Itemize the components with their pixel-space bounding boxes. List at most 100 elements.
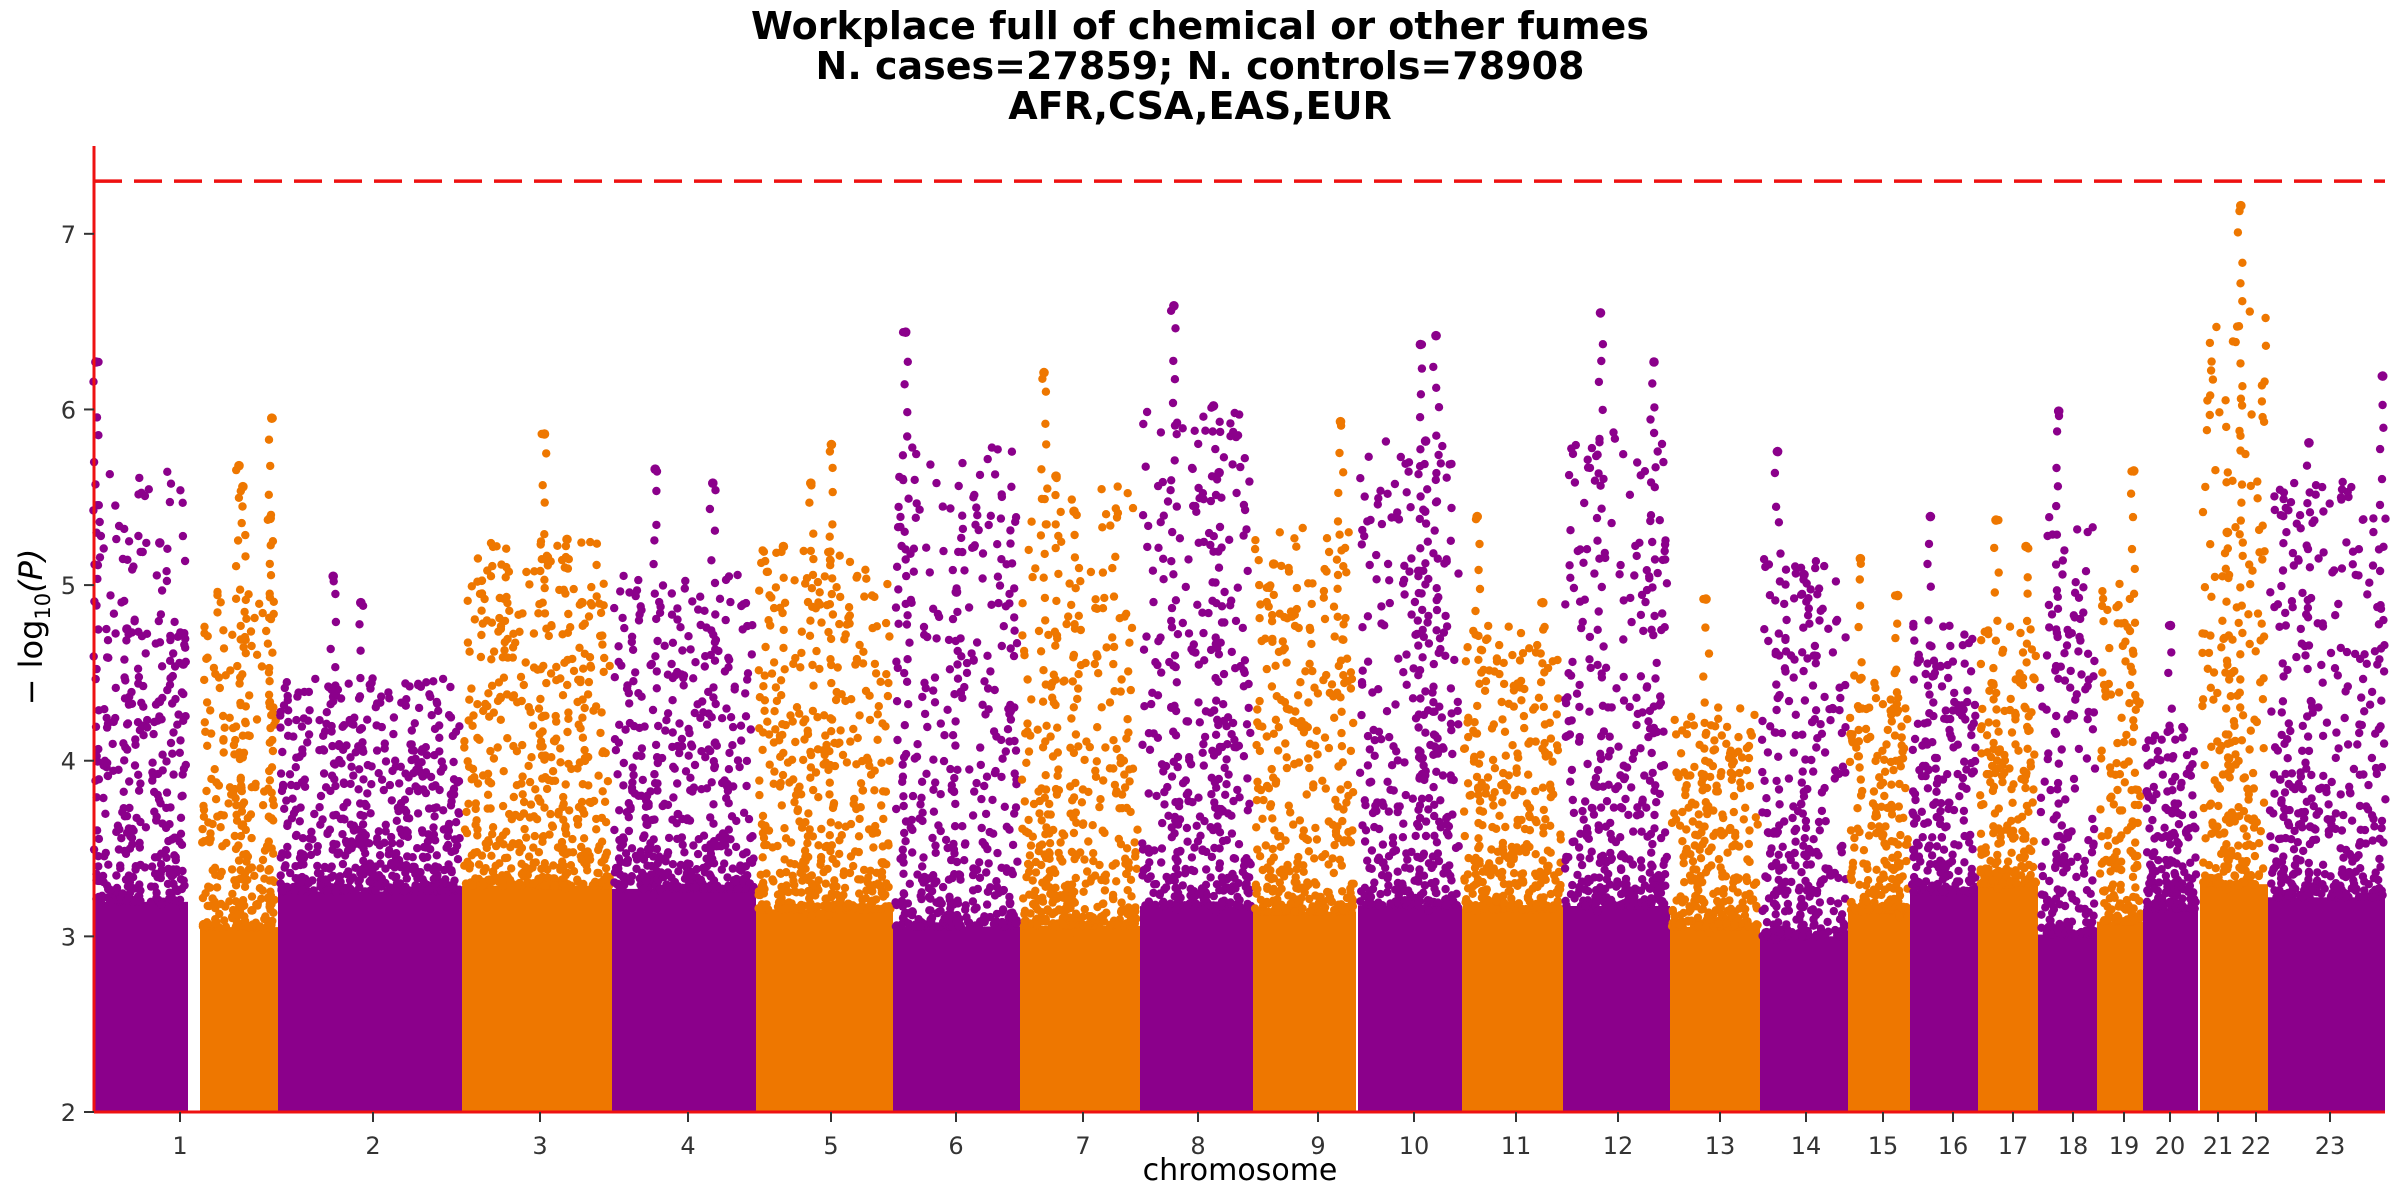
data-point bbox=[202, 698, 212, 707]
data-point bbox=[1126, 875, 1136, 884]
peak-point bbox=[1429, 782, 1438, 792]
data-point bbox=[685, 728, 694, 738]
data-point bbox=[109, 717, 118, 727]
peak-point bbox=[903, 357, 912, 366]
data-point bbox=[1199, 895, 1209, 905]
data-point bbox=[397, 698, 406, 707]
data-point bbox=[207, 774, 216, 784]
data-point bbox=[923, 632, 932, 642]
data-point bbox=[1111, 552, 1120, 561]
data-point bbox=[742, 756, 752, 766]
data-point bbox=[284, 717, 293, 727]
peak-point bbox=[1038, 697, 1048, 706]
data-point bbox=[487, 618, 497, 627]
data-point bbox=[477, 589, 487, 598]
data-point bbox=[709, 800, 718, 809]
chromosome-12-dense-band bbox=[1462, 909, 1563, 1112]
peak-point bbox=[1338, 635, 1347, 644]
data-point bbox=[762, 840, 771, 850]
data-point bbox=[799, 755, 808, 765]
peak-point bbox=[903, 655, 912, 664]
data-point bbox=[899, 889, 908, 898]
data-point bbox=[1199, 739, 1208, 749]
data-point bbox=[948, 614, 958, 624]
data-point bbox=[755, 776, 764, 785]
data-point bbox=[242, 614, 251, 623]
peak-point bbox=[1433, 898, 1443, 907]
chromosome-9-peak-top bbox=[1169, 301, 1179, 311]
data-point bbox=[1327, 897, 1336, 907]
chromosome-9-dense-band bbox=[1140, 906, 1253, 1112]
data-point bbox=[815, 664, 824, 674]
data-point bbox=[776, 869, 785, 878]
data-point bbox=[622, 808, 632, 817]
data-point bbox=[720, 667, 730, 676]
data-point bbox=[361, 849, 370, 858]
data-point bbox=[1175, 894, 1184, 904]
peak-point bbox=[542, 784, 552, 794]
data-point bbox=[859, 865, 869, 875]
data-point bbox=[845, 611, 854, 620]
data-point bbox=[1401, 863, 1410, 872]
data-point bbox=[1305, 763, 1314, 773]
data-point bbox=[413, 787, 423, 796]
peak-point bbox=[1334, 661, 1344, 671]
data-point bbox=[1059, 920, 1068, 929]
peak-point bbox=[1416, 390, 1426, 399]
peak-point bbox=[803, 730, 813, 739]
data-point bbox=[971, 921, 980, 930]
data-point bbox=[592, 825, 601, 834]
peak-point bbox=[326, 786, 335, 796]
data-point bbox=[246, 627, 256, 636]
data-point bbox=[338, 722, 347, 731]
data-point bbox=[1011, 746, 1021, 755]
data-point bbox=[536, 566, 545, 576]
peak-point bbox=[1214, 720, 1223, 730]
data-point bbox=[980, 781, 989, 791]
peak-point bbox=[179, 689, 188, 699]
data-point bbox=[265, 677, 274, 686]
data-point bbox=[642, 791, 652, 801]
data-point bbox=[776, 889, 785, 898]
data-point bbox=[726, 597, 735, 607]
data-point bbox=[885, 632, 894, 641]
peak-point bbox=[563, 727, 572, 737]
data-point bbox=[741, 598, 751, 608]
data-point bbox=[146, 882, 156, 891]
data-point bbox=[478, 619, 487, 628]
data-point bbox=[403, 852, 412, 861]
data-point bbox=[409, 769, 418, 778]
peak-point bbox=[1069, 828, 1079, 838]
peak-point bbox=[1430, 831, 1439, 840]
data-point bbox=[700, 662, 709, 671]
data-point bbox=[778, 770, 788, 780]
data-point bbox=[1435, 634, 1445, 643]
data-point bbox=[417, 758, 426, 767]
chromosome-4-peak-top bbox=[577, 597, 587, 608]
peak-point bbox=[1042, 875, 1051, 885]
data-point bbox=[931, 778, 940, 787]
data-point bbox=[426, 692, 435, 701]
data-point bbox=[797, 888, 806, 897]
data-point bbox=[327, 771, 337, 780]
data-point bbox=[789, 659, 798, 669]
peak-point bbox=[1339, 805, 1348, 814]
data-point bbox=[1227, 811, 1236, 820]
data-point bbox=[1145, 745, 1155, 754]
peak-point bbox=[898, 474, 908, 484]
data-point bbox=[957, 533, 966, 543]
data-point bbox=[1446, 771, 1455, 780]
peak-point bbox=[1432, 605, 1442, 615]
data-point bbox=[258, 855, 268, 865]
data-point bbox=[688, 597, 697, 606]
data-point bbox=[1193, 600, 1202, 609]
data-point bbox=[945, 665, 955, 674]
data-point bbox=[283, 691, 292, 701]
data-point bbox=[1124, 667, 1133, 676]
data-point bbox=[679, 673, 688, 683]
peak-point bbox=[1336, 785, 1345, 794]
data-point bbox=[429, 823, 438, 832]
data-point bbox=[679, 681, 688, 690]
data-point bbox=[997, 641, 1006, 651]
data-point bbox=[594, 771, 603, 780]
